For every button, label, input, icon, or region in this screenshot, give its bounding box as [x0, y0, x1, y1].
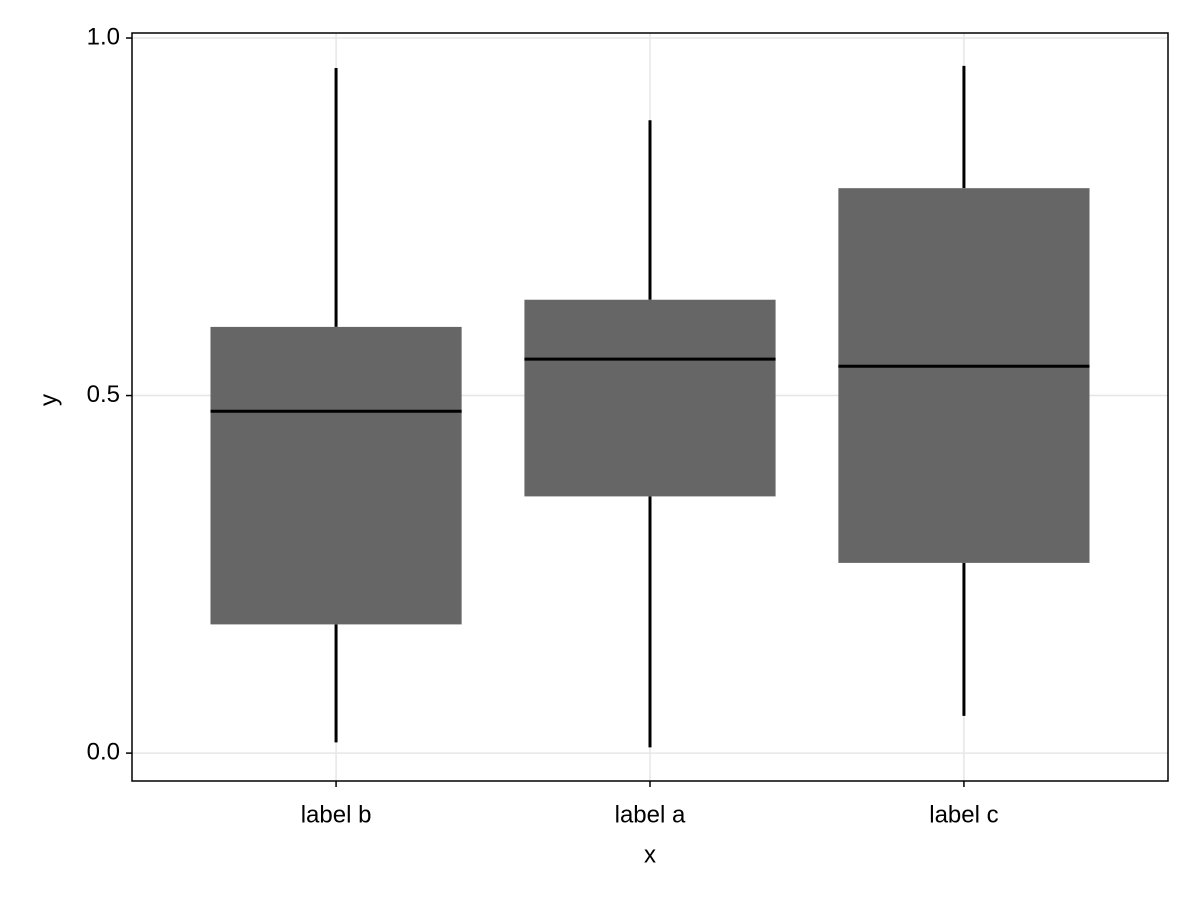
box [524, 299, 776, 497]
y-axis-label: y [35, 394, 62, 406]
box [838, 188, 1090, 563]
plot-frame [131, 32, 1169, 782]
x-tick-label: label c [929, 801, 998, 828]
x-axis-label: x [644, 841, 656, 868]
y-tick-label: 0.0 [87, 738, 120, 765]
y-tick-label: 1.0 [87, 23, 120, 50]
x-tick-label: label b [301, 801, 372, 828]
y-tick-label: 0.5 [87, 381, 120, 408]
box [210, 326, 462, 625]
x-tick-label: label a [615, 801, 686, 828]
